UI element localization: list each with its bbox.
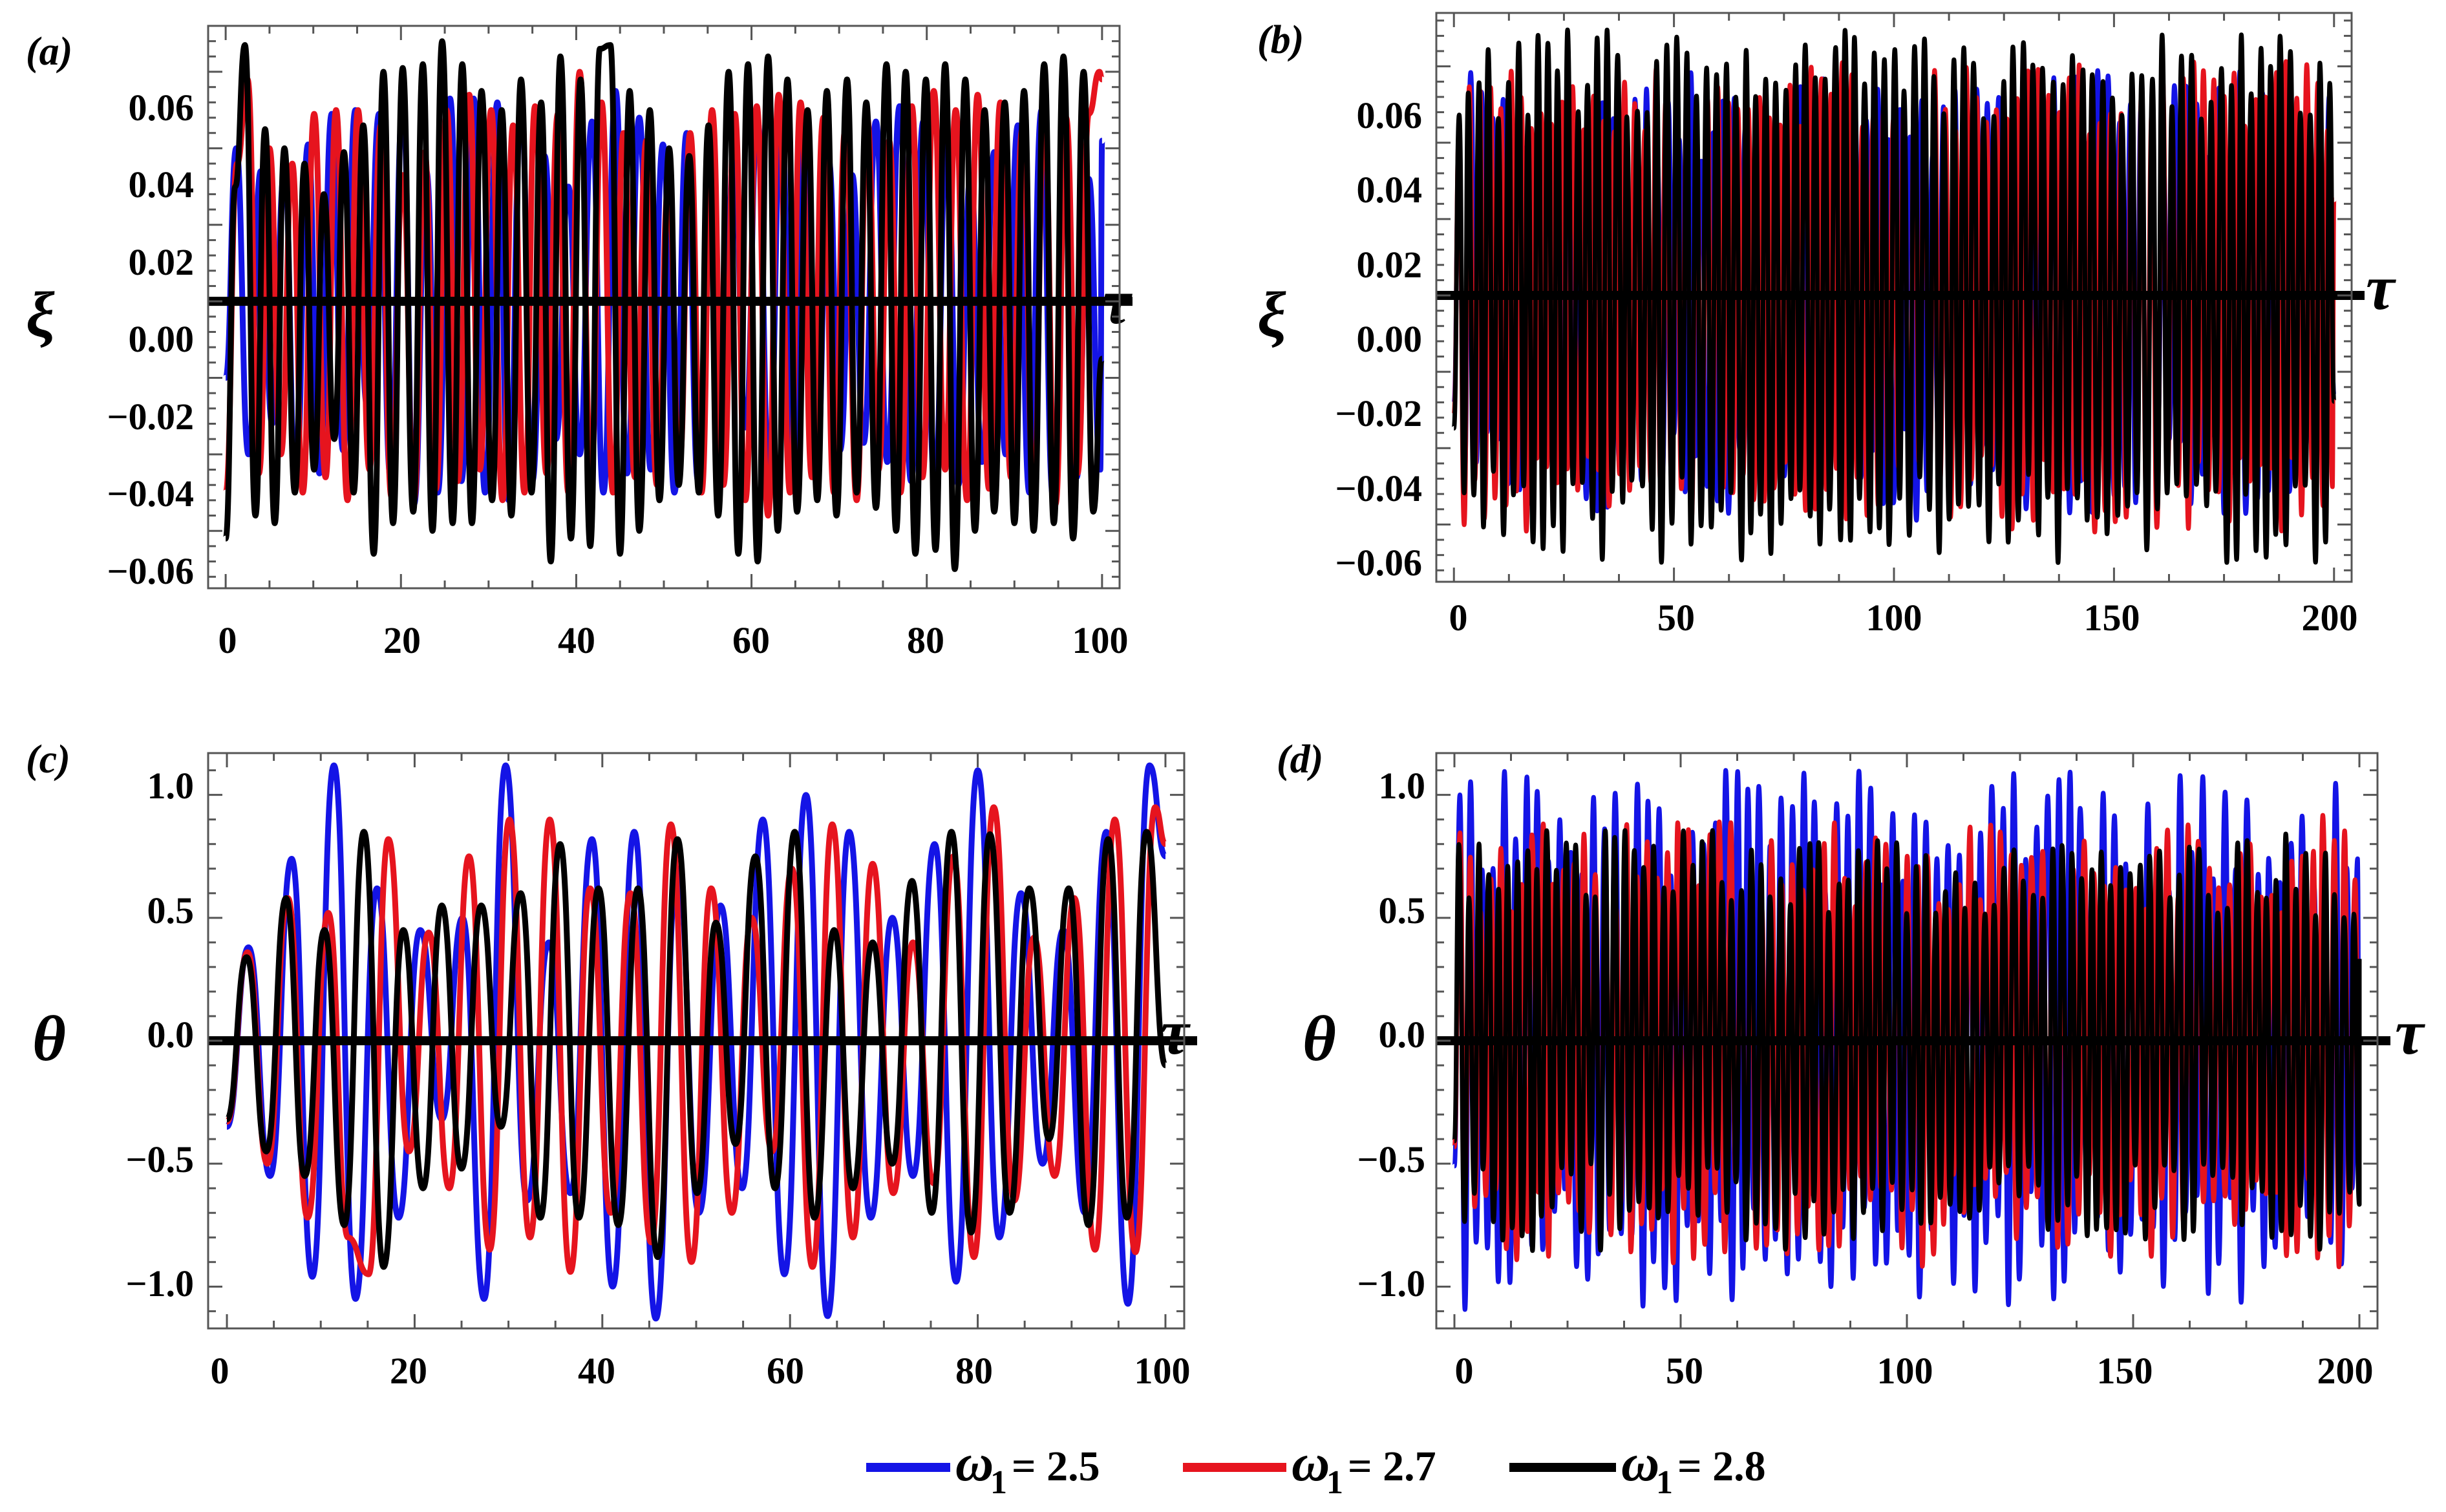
panel-d-ytick-label: −1.0 (1357, 1262, 1425, 1304)
panel-d-series-3 (1452, 828, 2362, 1253)
panel-b-tag: (b) (1257, 18, 1304, 62)
panel-c-series-2 (224, 804, 1169, 1277)
legend-subscript: 1 (990, 1464, 1007, 1501)
legend-item: ω 1 = 2.7 (1183, 1433, 1436, 1501)
legend-subscript: 1 (1326, 1464, 1343, 1501)
panel-c-xtick-label: 20 (390, 1350, 427, 1392)
panel-c-tag: (c) (26, 738, 70, 782)
legend-value: = 2.8 (1677, 1443, 1766, 1490)
panel-c-xtick-label: 40 (578, 1350, 615, 1392)
panel-b-ytick-label: 0.06 (1357, 94, 1423, 136)
panel-a-ytick-labels: −0.06 −0.04 −0.02 0.00 0.02 0.04 0.06 (107, 87, 194, 592)
panel-a-ytick-label: −0.04 (107, 473, 194, 515)
panel-b-ytick-label: −0.06 (1335, 542, 1422, 584)
panel-b-xtick-label: 200 (2302, 597, 2358, 639)
panel-d-xtick-label: 150 (2097, 1350, 2153, 1392)
panel-d-xtick-label: 50 (1666, 1350, 1703, 1392)
panel-a: (a) ξ τ 0 20 40 60 80 100 −0.06 −0.04 −0… (26, 30, 1133, 661)
panel-b-ytick-label: 0.04 (1357, 169, 1423, 211)
panel-c-plot (207, 752, 1197, 1330)
panel-c-ylabel: θ (32, 1003, 66, 1074)
panel-c-xtick-labels: 0 20 40 60 80 100 (211, 1350, 1191, 1392)
panel-b-xtick-labels: 0 50 100 150 200 (1449, 597, 2358, 639)
panel-d-xtick-label: 100 (1877, 1350, 1933, 1392)
panel-a-ytick-label: 0.04 (129, 164, 195, 206)
panel-d-tag: (d) (1277, 738, 1323, 782)
panel-b-xtick-label: 100 (1866, 597, 1922, 639)
panel-b-ytick-label: 0.00 (1357, 318, 1423, 360)
panel-b-plot (1435, 12, 2365, 583)
panel-b-ytick-labels: −0.06 −0.04 −0.02 0.00 0.02 0.04 0.06 (1335, 94, 1422, 584)
panel-c-xtick-label: 80 (955, 1350, 993, 1392)
panel-a-ytick-label: −0.06 (107, 550, 194, 592)
panel-a-ytick-label: −0.02 (107, 396, 194, 438)
panel-b-xtick-label: 150 (2084, 597, 2140, 639)
panel-b: (b) ξ τ 0 50 100 150 200 −0.06 −0.04 −0.… (1257, 18, 2396, 639)
panel-d-ytick-labels: −1.0 −0.5 0.0 0.5 1.0 (1357, 765, 1425, 1304)
panel-b-ytick-label: −0.04 (1335, 467, 1422, 509)
legend-item: ω 1 = 2.5 (866, 1433, 1100, 1501)
panel-c: (c) θ τ 0 20 40 60 80 100 −1.0 −0.5 0.0 … (26, 738, 1191, 1392)
panel-a-xtick-label: 100 (1072, 619, 1129, 661)
panel-b-series-3 (1451, 27, 2337, 565)
panel-c-ytick-label: −1.0 (125, 1262, 194, 1304)
panel-b-ytick-label: −0.02 (1335, 392, 1422, 434)
panel-a-xtick-label: 40 (558, 619, 595, 661)
panel-a-xtick-label: 80 (907, 619, 944, 661)
legend-symbol: ω (1292, 1433, 1330, 1492)
legend: ω 1 = 2.5 ω 1 = 2.7 ω 1 = 2.8 (866, 1433, 1766, 1501)
panel-a-series-3 (222, 38, 1105, 572)
panel-a-xtick-label: 20 (383, 619, 421, 661)
panel-a-tag: (a) (26, 30, 72, 74)
panel-d-plot (1435, 752, 2390, 1330)
panel-c-ytick-label: 0.5 (147, 889, 195, 932)
panel-b-ylabel: ξ (1257, 279, 1286, 350)
panel-c-xtick-label: 100 (1134, 1350, 1191, 1392)
panel-d-ylabel: θ (1303, 1003, 1336, 1074)
panel-a-ytick-label: 0.02 (129, 241, 195, 283)
panel-c-ytick-labels: −1.0 −0.5 0.0 0.5 1.0 (125, 765, 194, 1304)
panel-a-series-group (222, 38, 1105, 572)
panel-d-xtick-label: 0 (1455, 1350, 1474, 1392)
panel-b-xtick-label: 50 (1657, 597, 1695, 639)
panel-b-xtick-label: 0 (1449, 597, 1468, 639)
panel-c-xtick-label: 0 (211, 1350, 229, 1392)
panel-d-ytick-label: 0.5 (1379, 889, 1426, 932)
panel-c-series-3 (224, 829, 1169, 1270)
panel-d-series-group (1452, 768, 2362, 1312)
panel-c-ytick-label: 1.0 (147, 765, 195, 807)
panel-d-ytick-label: 1.0 (1379, 765, 1426, 807)
panel-a-xtick-label: 0 (218, 619, 237, 661)
panel-d: (d) θ τ 0 50 100 150 200 −1.0 −0.5 0.0 0… (1277, 738, 2425, 1392)
legend-value: = 2.5 (1012, 1443, 1100, 1490)
panel-c-series-group (224, 762, 1169, 1322)
legend-subscript: 1 (1656, 1464, 1673, 1501)
panel-d-ytick-label: −0.5 (1357, 1138, 1425, 1180)
panel-a-ytick-label: 0.00 (129, 318, 195, 360)
panel-d-xtick-labels: 0 50 100 150 200 (1455, 1350, 2374, 1392)
legend-item: ω 1 = 2.8 (1509, 1433, 1766, 1501)
panel-a-xtick-labels: 0 20 40 60 80 100 (218, 619, 1129, 661)
panel-c-xtick-label: 60 (767, 1350, 804, 1392)
legend-value: = 2.7 (1348, 1443, 1436, 1490)
panel-a-ytick-label: 0.06 (129, 87, 195, 129)
panel-a-plot (207, 25, 1133, 590)
panel-a-xtick-label: 60 (732, 619, 770, 661)
panel-b-series-group (1451, 27, 2337, 565)
panel-c-ytick-label: 0.0 (147, 1014, 195, 1056)
panel-a-ylabel: ξ (26, 279, 55, 350)
panel-d-ytick-label: 0.0 (1379, 1014, 1426, 1056)
legend-symbol: ω (1621, 1433, 1659, 1492)
panel-c-ytick-label: −0.5 (125, 1138, 194, 1180)
panel-d-xlabel: τ (2395, 996, 2425, 1068)
panel-b-ytick-label: 0.02 (1357, 244, 1423, 286)
legend-symbol: ω (955, 1433, 994, 1492)
panel-d-xtick-label: 200 (2317, 1350, 2374, 1392)
panel-b-xlabel: τ (2366, 251, 2396, 323)
